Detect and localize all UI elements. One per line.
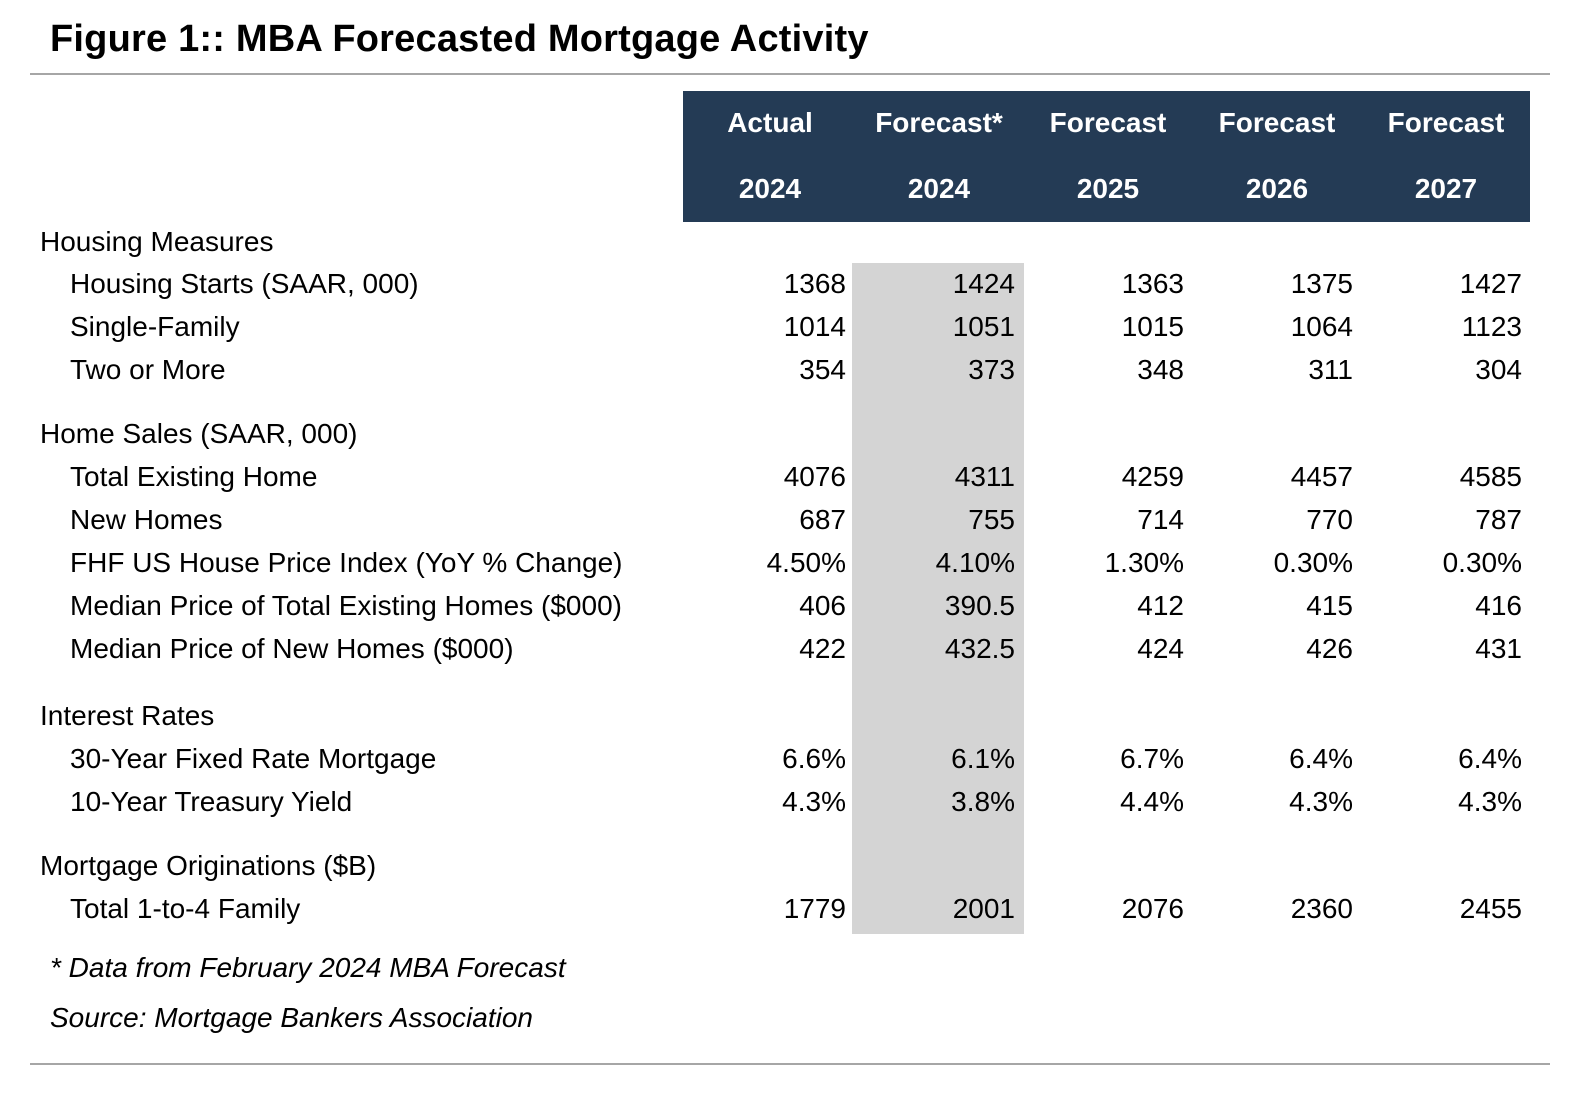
table-cell: 4.4% — [1120, 786, 1184, 817]
table-cell: 431 — [1475, 633, 1522, 664]
table-cell: 1123 — [1461, 311, 1522, 342]
table-cell: 426 — [1306, 633, 1353, 664]
table-cell: 2360 — [1290, 893, 1353, 924]
table-cell: 6.6% — [782, 743, 846, 774]
highlighted-column — [852, 263, 1024, 934]
table-cell: 4457 — [1290, 461, 1353, 492]
row-label: Housing Starts (SAAR, 000) — [70, 268, 419, 299]
section-label: Home Sales (SAAR, 000) — [40, 418, 358, 449]
table-cell: 412 — [1137, 590, 1184, 621]
table-cell: 416 — [1475, 590, 1522, 621]
table-cell: 6.1% — [951, 743, 1015, 774]
column-header-label: Forecast — [1049, 107, 1167, 138]
footnote-source: Source: Mortgage Bankers Association — [50, 1002, 533, 1033]
table-cell: 4.50% — [766, 547, 846, 578]
table-cell: 4259 — [1121, 461, 1184, 492]
column-header-year: 2025 — [1076, 173, 1140, 204]
table-cell: 1779 — [783, 893, 846, 924]
row-label: 10-Year Treasury Yield — [70, 786, 353, 817]
row-label: Two or More — [70, 354, 226, 385]
table-cell: 1051 — [952, 311, 1015, 342]
table-cell: 422 — [799, 633, 846, 664]
table-cell: 311 — [1308, 354, 1353, 385]
title-divider — [30, 73, 1550, 75]
table-cell: 1.30% — [1104, 547, 1184, 578]
table-cell: 373 — [968, 354, 1015, 385]
table-cell: 6.7% — [1120, 743, 1184, 774]
table-cell: 6.4% — [1458, 743, 1522, 774]
table-cell: 2001 — [952, 893, 1015, 924]
table-cell: 1015 — [1121, 311, 1184, 342]
row-label: Single-Family — [70, 311, 240, 342]
footnote-forecast: * Data from February 2024 MBA Forecast — [50, 952, 566, 983]
table-cell: 4.10% — [935, 547, 1015, 578]
row-label: New Homes — [70, 504, 223, 535]
table-cell: 415 — [1306, 590, 1353, 621]
column-header-label: Actual — [727, 107, 813, 138]
table-cell: 424 — [1137, 633, 1184, 664]
table-cell: 1427 — [1459, 268, 1522, 299]
row-label: Total 1-to-4 Family — [70, 893, 301, 924]
table-cell: 755 — [968, 504, 1015, 535]
table-cell: 304 — [1475, 354, 1522, 385]
table-cell: 4.3% — [782, 786, 846, 817]
table-cell: 1424 — [952, 268, 1015, 299]
table-cell: 1363 — [1121, 268, 1184, 299]
table-cell: 6.4% — [1289, 743, 1353, 774]
table-cell: 348 — [1137, 354, 1184, 385]
table-header — [683, 91, 1530, 222]
section-label: Interest Rates — [40, 700, 215, 731]
row-label: Median Price of Total Existing Homes ($0… — [70, 590, 622, 621]
table-cell: 432.5 — [944, 633, 1015, 664]
table-cell: 4.3% — [1289, 786, 1353, 817]
column-header-label: Forecast* — [875, 107, 1003, 138]
table-cell: 0.30% — [1442, 547, 1522, 578]
table-cell: 1375 — [1290, 268, 1353, 299]
table-cell: 4311 — [954, 461, 1015, 492]
row-label: Total Existing Home — [70, 461, 318, 492]
table-cell: 2455 — [1459, 893, 1522, 924]
table-cell: 1014 — [783, 311, 846, 342]
column-header-year: 2026 — [1245, 173, 1309, 204]
table-cell: 406 — [799, 590, 846, 621]
table-cell: 354 — [799, 354, 846, 385]
table-cell: 2076 — [1121, 893, 1184, 924]
section-label: Housing Measures — [40, 226, 274, 257]
section-label: Mortgage Originations ($B) — [40, 850, 377, 881]
column-header-year: 2024 — [738, 173, 802, 204]
row-label: Median Price of New Homes ($000) — [70, 633, 514, 664]
table-cell: 687 — [799, 504, 846, 535]
table-cell: 714 — [1137, 504, 1184, 535]
table-cell: 770 — [1306, 504, 1353, 535]
table-cell: 1064 — [1290, 311, 1353, 342]
column-header-label: Forecast — [1218, 107, 1336, 138]
table-cell: 787 — [1475, 504, 1522, 535]
row-label: 30-Year Fixed Rate Mortgage — [70, 743, 437, 774]
table-cell: 0.30% — [1273, 547, 1353, 578]
column-header-year: 2027 — [1414, 173, 1478, 204]
table-cell: 3.8% — [951, 786, 1015, 817]
table-cell: 390.5 — [944, 590, 1015, 621]
bottom-divider — [30, 1063, 1550, 1065]
column-header-year: 2024 — [907, 173, 971, 204]
table-cell: 4.3% — [1458, 786, 1522, 817]
table-cell: 1368 — [783, 268, 846, 299]
page-title: Figure 1:: MBA Forecasted Mortgage Activ… — [50, 18, 869, 60]
column-header-label: Forecast — [1387, 107, 1505, 138]
row-label: FHF US House Price Index (YoY % Change) — [70, 547, 623, 578]
table-cell: 4076 — [783, 461, 846, 492]
table-cell: 4585 — [1459, 461, 1522, 492]
